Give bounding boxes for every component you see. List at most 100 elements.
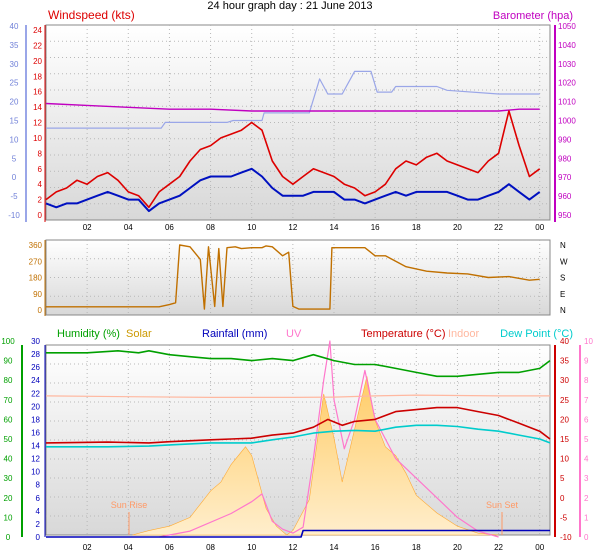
- uv-line: [158, 340, 499, 538]
- wind-axis-tick-label: 2: [38, 196, 43, 205]
- barometer-axis-tick-label: 960: [558, 192, 572, 201]
- wind-direction-line: [46, 244, 540, 310]
- humidity-tick-label: 100: [1, 337, 15, 346]
- temperature-tick-label: 10: [560, 455, 569, 464]
- x-tick-label: 06: [165, 543, 174, 552]
- legend-dewpoint: Dew Point (°C): [500, 328, 573, 340]
- temperature-tick-label: 30: [560, 376, 569, 385]
- legend-solar: Solar: [126, 328, 152, 340]
- rainfall-tick-label: 8: [36, 481, 41, 490]
- uv-tick-label: 1: [584, 513, 589, 522]
- barometer-panel-title: Barometer (hpa): [493, 10, 573, 22]
- compass-tick-label: N: [560, 241, 566, 250]
- barometer-axis-tick-label: 1040: [558, 41, 576, 50]
- outer-left-axis-tick-label: -5: [10, 192, 18, 201]
- compass-tick-label: S: [560, 274, 565, 283]
- outer-left-axis-tick-label: 20: [10, 98, 19, 107]
- humidity-tick-label: 30: [4, 474, 13, 483]
- rainfall-tick-label: 20: [31, 402, 40, 411]
- outer-left-axis-tick-label: 30: [10, 60, 19, 69]
- legend-humidity: Humidity (%): [57, 328, 120, 340]
- humidity-tick-label: 60: [4, 415, 13, 424]
- x-tick-label: 18: [412, 543, 421, 552]
- humidity-tick-label: 90: [4, 357, 13, 366]
- outer-left-axis-tick-label: 15: [10, 117, 19, 126]
- barometer-axis-tick-label: 1000: [558, 117, 576, 126]
- uv-tick-label: 5: [584, 435, 589, 444]
- direction-tick-label: 180: [29, 274, 43, 283]
- windspeed-line: [45, 110, 541, 209]
- temperature-tick-label: -5: [560, 513, 568, 522]
- x-tick-label: 20: [453, 223, 462, 232]
- legend-indoor: Indoor: [448, 328, 480, 340]
- humidity-tick-label: 70: [4, 396, 13, 405]
- temperature-tick-label: 25: [560, 396, 569, 405]
- barometer-axis-tick-label: 1030: [558, 60, 576, 69]
- x-tick-label: 06: [165, 223, 174, 232]
- compass-tick-label: W: [560, 257, 568, 266]
- wind-axis-tick-label: 12: [33, 119, 42, 128]
- sunset-label: Sun Set: [486, 500, 519, 510]
- humidity-tick-label: 20: [4, 494, 13, 503]
- humidity-tick-label: 10: [4, 513, 13, 522]
- rainfall-tick-label: 30: [31, 337, 40, 346]
- rainfall-tick-label: 12: [31, 455, 40, 464]
- direction-tick-label: 270: [29, 257, 43, 266]
- rainfall-tick-label: 0: [36, 533, 41, 542]
- x-tick-label: 22: [494, 223, 503, 232]
- outer-left-axis-tick-label: 5: [12, 154, 17, 163]
- x-tick-label: 14: [330, 223, 339, 232]
- x-tick-label: 20: [453, 543, 462, 552]
- wind-axis-tick-label: 4: [38, 180, 43, 189]
- dewpoint-line: [46, 424, 551, 448]
- x-tick-label: 14: [330, 543, 339, 552]
- rainfall-tick-label: 26: [31, 363, 40, 372]
- barometer-axis-tick-label: 970: [558, 173, 572, 182]
- uv-tick-label: 8: [584, 376, 589, 385]
- temperature-tick-label: 15: [560, 435, 569, 444]
- x-tick-label: 04: [124, 543, 133, 552]
- weather-panel-x-ticks: 02 04 06 08 10 12 14 16 18 20 22 00: [83, 543, 545, 552]
- x-tick-label: 18: [412, 223, 421, 232]
- humidity-tick-label: 0: [6, 533, 11, 542]
- rainfall-tick-label: 4: [36, 507, 41, 516]
- temperature-tick-label: 40: [560, 337, 569, 346]
- humidity-tick-label: 40: [4, 455, 13, 464]
- sunrise-label: Sun Rise: [111, 500, 148, 510]
- uv-tick-label: 3: [584, 474, 589, 483]
- uv-tick-label: 2: [584, 494, 589, 503]
- compass-tick-label: E: [560, 290, 565, 299]
- direction-tick-label: 0: [38, 306, 43, 315]
- temperature-reference-line: [46, 70, 540, 129]
- x-tick-label: 22: [494, 543, 503, 552]
- direction-panel-grid: [46, 240, 550, 315]
- rainfall-tick-label: 16: [31, 428, 40, 437]
- rainfall-tick-label: 24: [31, 376, 40, 385]
- humidity-tick-label: 80: [4, 376, 13, 385]
- wind-axis-tick-label: 6: [38, 165, 43, 174]
- legend-temperature: Temperature (°C): [361, 328, 445, 340]
- uv-tick-label: 10: [584, 337, 593, 346]
- outer-left-axis-tick-label: 35: [10, 41, 19, 50]
- weather-panel-grid: [46, 345, 550, 535]
- x-tick-label: 10: [247, 543, 256, 552]
- wind-panel-grid: [46, 25, 550, 220]
- outer-left-axis-tick-label: 40: [10, 22, 19, 31]
- wind-panel-title: Windspeed (kts): [48, 8, 135, 22]
- wind-axis-tick-label: 22: [33, 41, 42, 50]
- outer-left-axis-tick-label: 10: [10, 135, 19, 144]
- wind-panel-series: [45, 70, 541, 213]
- barometer-axis-tick-label: 1010: [558, 98, 576, 107]
- indoor-temperature-line: [45, 394, 550, 398]
- wind-axis-tick-label: 20: [33, 57, 42, 66]
- rainfall-tick-label: 14: [31, 442, 40, 451]
- uv-tick-label: 9: [584, 357, 589, 366]
- wind-panel-x-ticks: 02 04 06 08 10 12 14 16 18 20 22 00: [83, 223, 545, 232]
- x-tick-label: 16: [371, 223, 380, 232]
- weather-panel-series: [45, 340, 551, 538]
- barometer-line: [45, 102, 540, 112]
